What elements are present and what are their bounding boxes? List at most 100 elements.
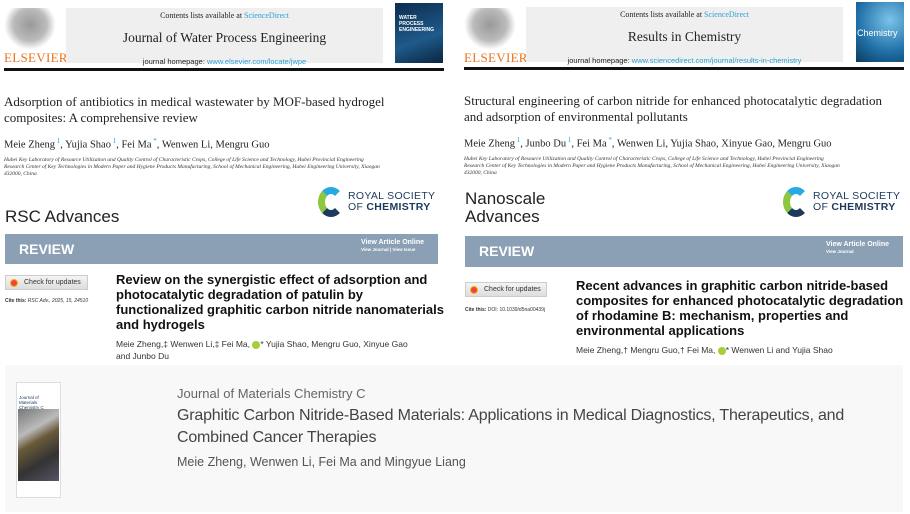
cover-image: [18, 409, 59, 481]
divider: [464, 67, 904, 70]
journal-name: Nanoscale Advances: [465, 190, 545, 226]
affiliation: Hubei Key Laboratory of Resource Utiliza…: [4, 156, 380, 177]
cite-label: Cite this:: [465, 307, 488, 313]
rsc-logo: ROYAL SOCIETY OF CHEMISTRY: [318, 187, 435, 217]
author-name[interactable]: Fei Ma: [121, 139, 152, 151]
article-title: Structural engineering of carbon nitride…: [464, 93, 882, 124]
authors-part2: * Yujia Shao, Mengru Guo, Xinyue Gao and…: [116, 339, 408, 361]
citation: Cite this: DOI: 10.1039/d5na00439j: [465, 307, 545, 313]
cite-value: DOI: 10.1039/d5na00439j: [487, 307, 546, 313]
journal-cover: WATER PROCESS ENGINEERING: [395, 3, 443, 63]
nanoscale-advances-header: Nanoscale Advances ROYAL SOCIETY OF CHEMIS…: [460, 180, 910, 365]
author-name[interactable]: Junbo Du: [525, 138, 567, 150]
author-name[interactable]: Fei Ma: [576, 138, 607, 150]
homepage-link[interactable]: www.elsevier.com/locate/jwpe: [207, 57, 307, 66]
check-updates-label: Check for updates: [24, 279, 81, 286]
society-line2: CHEMISTRY: [831, 201, 896, 213]
check-for-updates-button[interactable]: Check for updates: [465, 282, 547, 297]
elsevier-tree-logo: [464, 8, 516, 50]
crossmark-icon: [470, 285, 478, 294]
elsevier-tree-logo: [4, 8, 56, 50]
author-name[interactable]: Xinyue Gao: [721, 138, 773, 150]
article-title[interactable]: Graphitic Carbon Nitride-Based Materials…: [177, 407, 845, 446]
article-type: REVIEW: [479, 243, 535, 259]
article-info: Recent advances in graphitic carbon nitr…: [576, 278, 910, 356]
author-mark[interactable]: 1: [55, 137, 61, 145]
review-bar: REVIEW View Article Online View Journal |…: [5, 234, 438, 264]
journal-name: RSC Advances: [5, 207, 120, 226]
authors-part2: * Wenwen Li and Yujia Shao: [725, 345, 833, 355]
author-mark[interactable]: 1: [515, 136, 521, 144]
contents-text: Contents lists available at: [620, 10, 705, 19]
journal-banner: Contents lists available at ScienceDirec…: [526, 7, 843, 65]
authors-part1: Meie Zheng,† Mengru Guo,† Fei Ma,: [576, 345, 716, 355]
author-name[interactable]: Wenwen Li: [161, 139, 211, 151]
rsc-advances-header: RSC Advances ROYAL SOCIETY OF CHEMISTRY R…: [0, 180, 450, 365]
article-title: Recent advances in graphitic carbon nitr…: [576, 278, 904, 338]
author-list: Meie Zheng,† Mengru Guo,† Fei Ma, * Wenw…: [576, 344, 910, 356]
journal-cover: Chemistry: [856, 2, 904, 62]
journal-title: Journal of Water Process Engineering: [122, 30, 327, 45]
article-type: REVIEW: [19, 241, 75, 257]
affiliation: Hubei Key Laboratory of Resource Utiliza…: [464, 155, 840, 176]
author-name[interactable]: Wenwen Li: [616, 138, 666, 150]
citation: Cite this: RSC Adv., 2025, 15, 24510: [5, 298, 88, 304]
sciencedirect-link[interactable]: ScienceDirect: [704, 10, 749, 19]
cite-label: Cite this:: [5, 298, 28, 304]
author-mark[interactable]: 1: [110, 137, 117, 145]
homepage-link[interactable]: www.sciencedirect.com/journal/results-in…: [631, 56, 802, 65]
view-article-online-link[interactable]: View Article Online: [825, 241, 889, 248]
publisher-logo-text: ELSEVIER: [464, 50, 528, 65]
homepage-label: journal homepage:: [567, 56, 632, 65]
check-for-updates-button[interactable]: Check for updates: [5, 275, 88, 290]
jwpe-article-header: ELSEVIER Contents lists available at Sci…: [0, 0, 450, 178]
author-name[interactable]: Mengru Guo: [777, 138, 832, 150]
homepage-label: journal homepage:: [142, 57, 207, 66]
author-name[interactable]: Mengru Guo: [215, 139, 270, 151]
view-journal-issue-links[interactable]: View Journal | View Issue: [360, 247, 416, 252]
view-journal-link[interactable]: View Journal: [825, 249, 854, 254]
orcid-icon[interactable]: [252, 340, 261, 349]
author-list: Meie Zheng,‡ Wenwen Li,‡ Fei Ma, * Yujia…: [116, 338, 416, 362]
author-mark[interactable]: *: [606, 136, 612, 144]
author-mark[interactable]: 1: [566, 136, 572, 144]
author-name[interactable]: Meie Zheng: [464, 138, 516, 150]
author-list: Meie Zheng 1, Junbo Du 1, Fei Ma *, Wenw…: [464, 136, 832, 150]
contents-text: Contents lists available at: [160, 11, 245, 20]
review-bar: REVIEW View Article Online View Journal: [465, 236, 903, 267]
society-line2: CHEMISTRY: [366, 201, 431, 213]
article-info: Adsorption of antibiotics in medical was…: [4, 94, 444, 178]
article-info: Review on the synergistic effect of adso…: [116, 272, 446, 362]
view-article-online-link[interactable]: View Article Online: [360, 239, 424, 246]
jmcc-article-card: Journal of Materials Chemistry C Journal…: [5, 365, 903, 512]
society-prefix: OF: [348, 201, 367, 213]
journal-name: Journal of Materials Chemistry C: [177, 386, 366, 401]
article-info: Journal of Materials Chemistry C Graphit…: [177, 386, 899, 469]
ric-article-header: ELSEVIER Contents lists available at Sci…: [460, 0, 910, 176]
publisher-logo-text: ELSEVIER: [4, 50, 68, 65]
divider: [4, 68, 444, 71]
article-title: Review on the synergistic effect of adso…: [116, 272, 444, 332]
author-name[interactable]: Yujia Shao: [65, 139, 111, 151]
cover-text: WATER PROCESS ENGINEERING: [399, 15, 435, 33]
society-line1: ROYAL SOCIETY: [813, 190, 901, 202]
journal-banner: Contents lists available at ScienceDirec…: [66, 8, 383, 66]
author-name[interactable]: Yujia Shao: [670, 138, 717, 150]
rsc-mark-icon: [783, 187, 809, 217]
journal-name-line1: Nanoscale: [465, 189, 546, 208]
journal-cover: Journal of Materials Chemistry C: [16, 382, 61, 498]
crossmark-icon: [10, 278, 18, 287]
check-updates-label: Check for updates: [484, 286, 541, 293]
orcid-icon[interactable]: [717, 346, 726, 355]
society-prefix: OF: [813, 201, 832, 213]
sciencedirect-link[interactable]: ScienceDirect: [244, 11, 289, 20]
cover-text: Journal of Materials Chemistry C: [19, 395, 44, 410]
rsc-logo: ROYAL SOCIETY OF CHEMISTRY: [783, 187, 900, 217]
authors-part1: Meie Zheng,‡ Wenwen Li,‡ Fei Ma,: [116, 339, 251, 349]
article-title: Adsorption of antibiotics in medical was…: [4, 94, 385, 125]
cite-value: RSC Adv., 2025, 15, 24510: [27, 298, 89, 304]
society-line1: ROYAL SOCIETY: [348, 190, 436, 202]
author-name[interactable]: Meie Zheng: [4, 139, 56, 151]
cover-text: Chemistry: [857, 28, 898, 38]
author-mark[interactable]: *: [151, 137, 157, 145]
